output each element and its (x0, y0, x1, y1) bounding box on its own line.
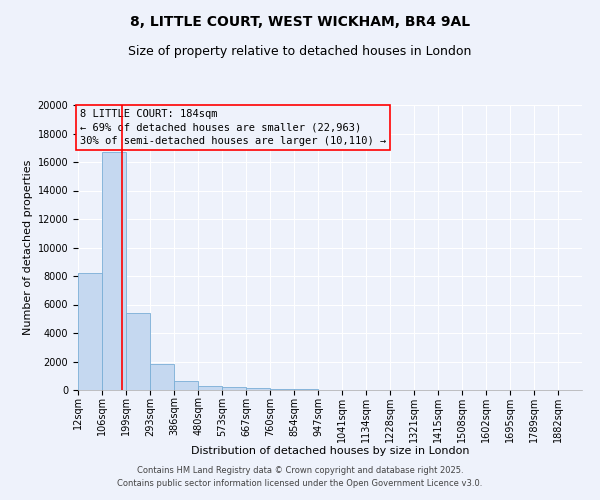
Bar (174, 382, 198, 390)
Y-axis label: Number of detached properties: Number of detached properties (23, 160, 34, 335)
Text: 8 LITTLE COURT: 184sqm
← 69% of detached houses are smaller (22,963)
30% of semi: 8 LITTLE COURT: 184sqm ← 69% of detached… (80, 110, 386, 146)
Bar (246, 388, 270, 390)
Text: 8, LITTLE COURT, WEST WICKHAM, BR4 9AL: 8, LITTLE COURT, WEST WICKHAM, BR4 9AL (130, 15, 470, 29)
Bar (102, 152, 126, 390)
Text: Size of property relative to detached houses in London: Size of property relative to detached ho… (128, 45, 472, 58)
Bar (126, 313, 150, 390)
X-axis label: Distribution of detached houses by size in London: Distribution of detached houses by size … (191, 446, 469, 456)
Bar (222, 387, 246, 390)
Bar (198, 386, 222, 390)
Bar (78, 273, 102, 390)
Bar (270, 388, 294, 390)
Bar (150, 364, 174, 390)
Text: Contains HM Land Registry data © Crown copyright and database right 2025.
Contai: Contains HM Land Registry data © Crown c… (118, 466, 482, 487)
